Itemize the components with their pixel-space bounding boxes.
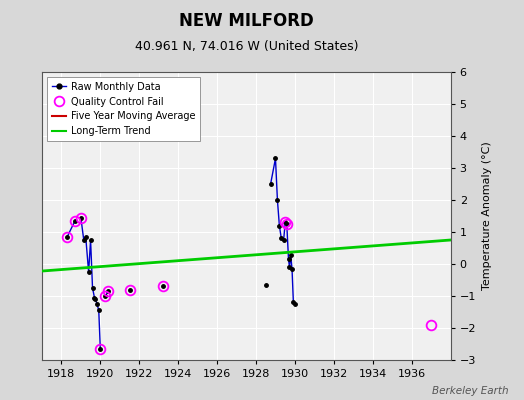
Text: 40.961 N, 74.016 W (United States): 40.961 N, 74.016 W (United States) xyxy=(135,40,358,53)
Text: NEW MILFORD: NEW MILFORD xyxy=(179,12,314,30)
Legend: Raw Monthly Data, Quality Control Fail, Five Year Moving Average, Long-Term Tren: Raw Monthly Data, Quality Control Fail, … xyxy=(47,77,201,141)
Y-axis label: Temperature Anomaly (°C): Temperature Anomaly (°C) xyxy=(482,142,492,290)
Text: Berkeley Earth: Berkeley Earth xyxy=(432,386,508,396)
